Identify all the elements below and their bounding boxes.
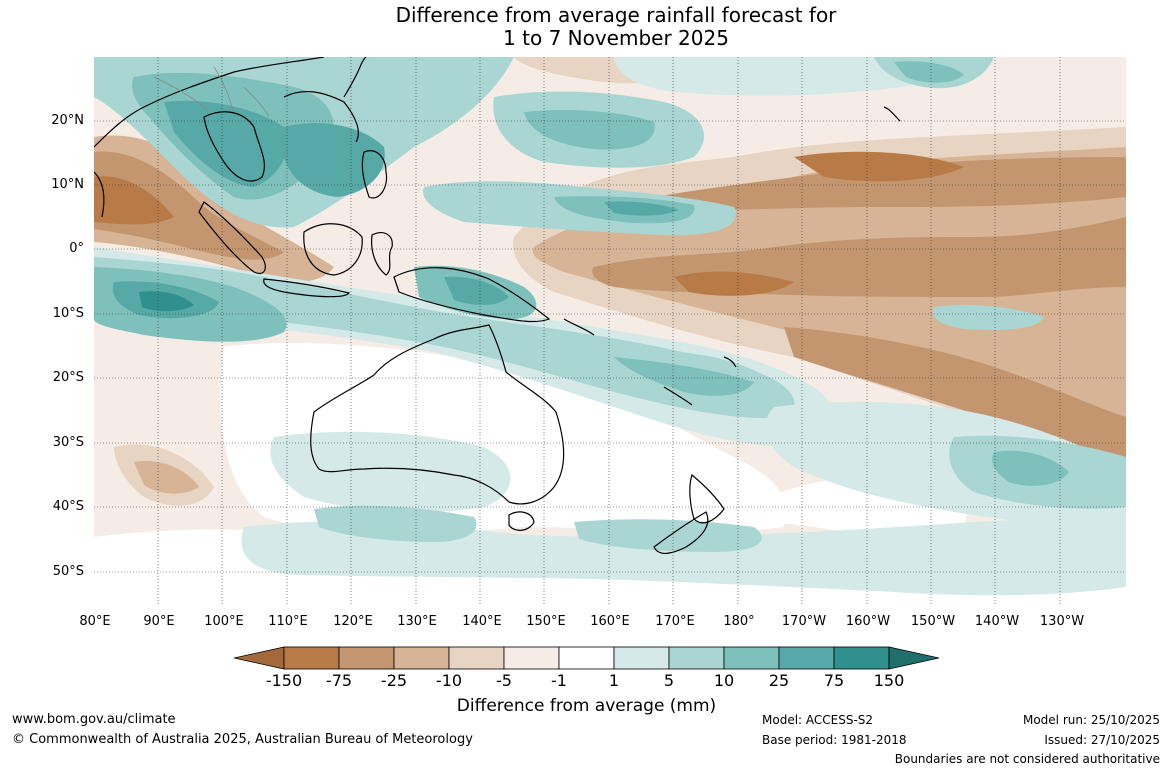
lon-label-130w: 130°W	[1039, 614, 1085, 629]
copyright-text: © Commonwealth of Australia 2025, Austra…	[12, 732, 473, 747]
colorbar-tick: -5	[496, 671, 512, 690]
colorbar-tick: -75	[325, 671, 353, 690]
india-coastline	[94, 171, 105, 218]
indochina-coastline	[203, 111, 266, 182]
lat-label-20n: 20°N	[51, 113, 84, 128]
issued-date: Issued: 27/10/2025	[1044, 733, 1160, 747]
rainfall-map	[94, 57, 1126, 605]
colorbar-segment	[503, 646, 560, 670]
colorbar-segment	[668, 646, 725, 670]
lon-label-140w: 140°W	[974, 614, 1020, 629]
colorbar-tick: -150	[265, 671, 303, 690]
japan-coastline	[343, 57, 372, 98]
colorbar-low-extend	[234, 646, 285, 670]
colorbar-segment	[833, 646, 890, 670]
new-guinea-coastline	[393, 267, 551, 323]
model-name: Model: ACCESS-S2	[762, 713, 874, 727]
colorbar-tick: 10	[713, 671, 735, 690]
colorbar	[234, 646, 939, 670]
colorbar-segment	[558, 646, 615, 670]
lat-label-10s: 10°S	[52, 306, 84, 321]
lon-gridlines	[157, 57, 1061, 605]
colorbar-segment	[723, 646, 780, 670]
coastlines	[94, 57, 901, 554]
base-period: Base period: 1981-2018	[762, 733, 907, 747]
colorbar-tick: 25	[768, 671, 790, 690]
philippines-coastline	[361, 150, 388, 199]
title-line-2: 1 to 7 November 2025	[503, 26, 729, 50]
lon-label-140e: 140°E	[462, 614, 502, 629]
lat-label-10n: 10°N	[51, 177, 84, 192]
colorbar-high-extend	[888, 646, 939, 670]
australia-coastline	[310, 324, 565, 505]
colorbar-segment	[613, 646, 670, 670]
java-coastline	[263, 278, 351, 298]
lon-label-90e: 90°E	[143, 614, 175, 629]
lat-label-20s: 20°S	[52, 370, 84, 385]
colorbar-tick: 150	[873, 671, 905, 690]
colorbar-label: Difference from average (mm)	[456, 696, 717, 716]
colorbar-tick: -1	[551, 671, 567, 690]
lon-label-180: 180°	[723, 614, 755, 629]
lon-label-170e: 170°E	[655, 614, 695, 629]
lon-label-120e: 120°E	[333, 614, 373, 629]
model-run-date: Model run: 25/10/2025	[1022, 713, 1160, 727]
colorbar-tick: 1	[608, 671, 620, 690]
fiji-coastline	[723, 356, 737, 368]
colorbar-tick: 5	[663, 671, 675, 690]
boundaries-disclaimer: Boundaries are not considered authoritat…	[894, 752, 1160, 766]
lat-gridlines	[94, 120, 1126, 573]
lat-label-0: 0°	[69, 241, 84, 256]
map-title: Difference from average rainfall forecas…	[0, 4, 1173, 50]
country-borders	[153, 66, 270, 118]
colorbar-tick: 75	[823, 671, 845, 690]
website-link[interactable]: www.bom.gov.au/climate	[12, 712, 176, 727]
colorbar-segment	[283, 646, 340, 670]
lon-label-130e: 130°E	[397, 614, 437, 629]
lon-label-160e: 160°E	[590, 614, 630, 629]
new-zealand-south-coastline	[653, 511, 709, 554]
tasmania-coastline	[508, 511, 535, 531]
title-line-1: Difference from average rainfall forecas…	[395, 3, 837, 27]
lon-label-100e: 100°E	[204, 614, 244, 629]
map-canvas	[94, 57, 1126, 605]
colorbar-segment	[338, 646, 395, 670]
lon-label-110e: 110°E	[268, 614, 308, 629]
lat-label-30s: 30°S	[52, 435, 84, 450]
lon-label-80e: 80°E	[79, 614, 111, 629]
borneo-coastline	[303, 223, 363, 276]
colorbar-segment	[448, 646, 505, 670]
new-caledonia-coastline	[663, 386, 693, 406]
solomon-islands-coastline	[563, 318, 595, 336]
colorbar-segment	[393, 646, 450, 670]
asia-mainland-coastline	[94, 57, 359, 148]
lat-label-50s: 50°S	[52, 564, 84, 579]
colorbar-tick: -10	[435, 671, 463, 690]
colorbar-segment	[778, 646, 835, 670]
lon-label-150e: 150°E	[526, 614, 566, 629]
lon-label-170w: 170°W	[781, 614, 827, 629]
lat-label-40s: 40°S	[52, 499, 84, 514]
hawaii-coastline	[883, 106, 901, 122]
sumatra-coastline	[198, 201, 266, 275]
sulawesi-coastline	[371, 232, 393, 276]
lon-label-160w: 160°W	[845, 614, 891, 629]
colorbar-tick: -25	[380, 671, 408, 690]
lon-label-150w: 150°W	[910, 614, 956, 629]
